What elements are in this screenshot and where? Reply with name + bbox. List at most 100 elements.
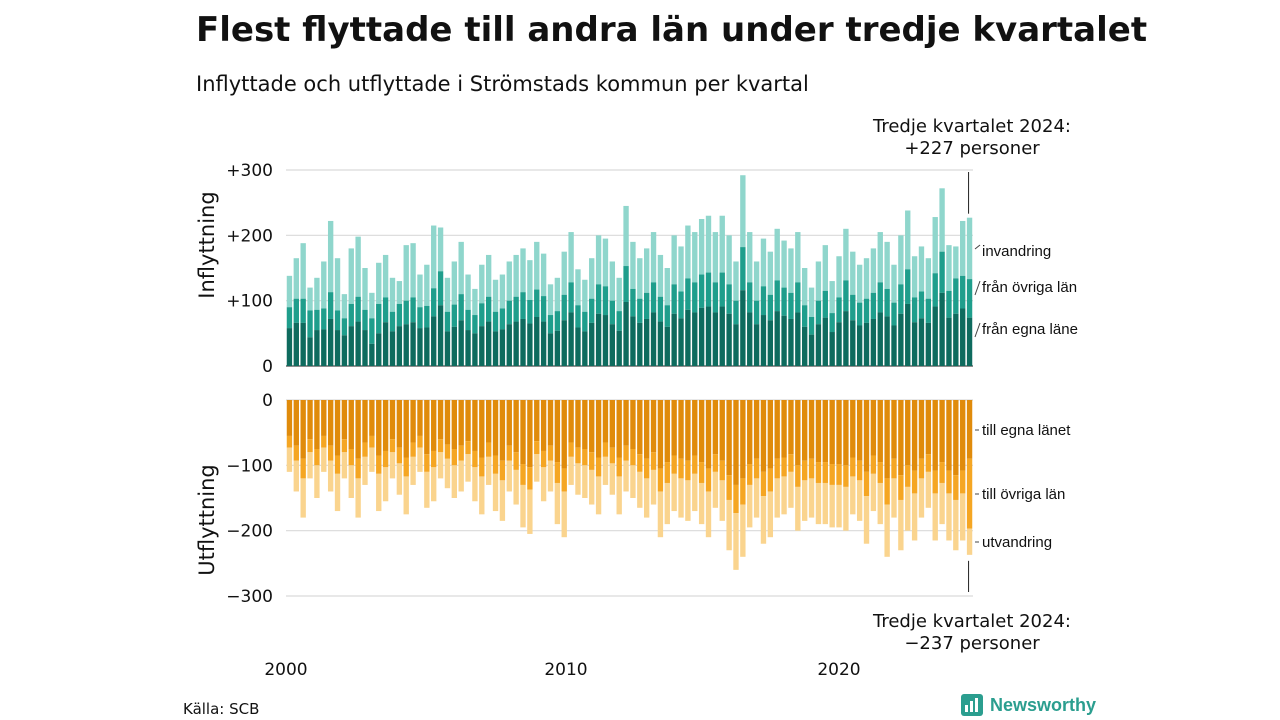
- bar-till-egna-lanet: [966, 400, 973, 459]
- bar-fran-egna-lane: [492, 331, 499, 366]
- bar-invandring: [815, 261, 822, 301]
- bar-invandring: [499, 274, 506, 309]
- bar-fran-ovriga-lan: [664, 305, 670, 327]
- bar-invandring: [966, 217, 973, 280]
- bar-till-ovriga-lan: [918, 458, 925, 479]
- bar-fran-ovriga-lan: [286, 307, 293, 329]
- bar-fran-ovriga-lan: [582, 311, 588, 332]
- bar-till-ovriga-lan: [905, 465, 911, 487]
- bar-invandring: [637, 258, 643, 299]
- bar-invandring: [485, 254, 492, 297]
- bar-till-ovriga-lan: [609, 447, 616, 464]
- bar-till-ovriga-lan: [554, 462, 561, 483]
- bar-fran-ovriga-lan: [575, 305, 581, 328]
- bar-till-egna-lanet: [307, 400, 313, 440]
- bar-utvandring: [327, 460, 334, 492]
- bar-fran-egna-lane: [815, 324, 822, 366]
- bar-till-egna-lanet: [451, 400, 457, 449]
- bar-till-egna-lanet: [437, 400, 444, 440]
- bar-invandring: [960, 220, 966, 276]
- bar-till-egna-lanet: [898, 400, 904, 476]
- bar-invandring: [547, 284, 554, 316]
- bar-fran-ovriga-lan: [376, 303, 382, 334]
- bar-utvandring: [719, 480, 725, 521]
- bar-till-ovriga-lan: [376, 455, 382, 474]
- bar-till-egna-lanet: [410, 400, 416, 443]
- bar-utvandring: [616, 476, 622, 515]
- annotation-top-line1: Tredje kvartalet 2024:: [872, 116, 1071, 137]
- bar-invandring: [939, 188, 945, 252]
- bar-till-ovriga-lan: [650, 452, 657, 470]
- bar-utvandring: [458, 460, 464, 492]
- bar-fran-ovriga-lan: [712, 282, 719, 313]
- bar-fran-ovriga-lan: [554, 311, 561, 331]
- bar-fran-egna-lane: [472, 333, 478, 366]
- bar-invandring: [932, 217, 938, 274]
- bar-till-egna-lanet: [403, 400, 409, 458]
- bar-till-egna-lanet: [547, 400, 554, 446]
- bar-invandring: [575, 269, 581, 306]
- bar-utvandring: [623, 460, 629, 492]
- bar-fran-ovriga-lan: [643, 292, 650, 319]
- bar-utvandring: [898, 499, 904, 551]
- bar-till-ovriga-lan: [664, 462, 670, 483]
- bar-till-ovriga-lan: [795, 465, 801, 487]
- bar-invandring: [431, 225, 437, 289]
- bar-fran-ovriga-lan: [774, 280, 780, 312]
- y-axis-title-utflyttning: Utflyttning: [195, 464, 219, 576]
- bar-till-ovriga-lan: [637, 454, 643, 472]
- bar-fran-ovriga-lan: [946, 290, 952, 318]
- bar-fran-ovriga-lan: [389, 311, 396, 332]
- bar-fran-ovriga-lan: [314, 309, 320, 331]
- bar-fran-ovriga-lan: [678, 291, 684, 319]
- bar-fran-egna-lane: [863, 322, 870, 366]
- bar-fran-egna-lane: [307, 337, 313, 366]
- bar-utvandring: [492, 473, 499, 512]
- bar-till-egna-lanet: [664, 400, 670, 463]
- chart-subtitle: Inflyttade och utflyttade i Strömstads k…: [196, 72, 809, 96]
- bar-fran-egna-lane: [898, 313, 904, 366]
- bar-till-egna-lanet: [918, 400, 925, 459]
- bar-till-egna-lanet: [719, 400, 725, 461]
- bar-fran-ovriga-lan: [863, 298, 870, 323]
- bar-fran-egna-lane: [712, 312, 719, 366]
- annotation-bottom-line1: Tredje kvartalet 2024:: [872, 611, 1071, 632]
- bar-invandring: [753, 261, 760, 301]
- bar-utvandring: [884, 504, 890, 557]
- bar-fran-egna-lane: [925, 322, 932, 366]
- bar-till-ovriga-lan: [403, 457, 409, 477]
- bar-utvandring: [382, 467, 389, 502]
- bar-fran-ovriga-lan: [321, 308, 327, 330]
- bar-till-ovriga-lan: [740, 478, 746, 505]
- bar-invandring: [595, 235, 602, 285]
- axis-titles: Inflyttning Utflyttning: [195, 191, 219, 575]
- bar-fran-ovriga-lan: [671, 284, 677, 314]
- bar-invandring: [781, 240, 787, 288]
- bar-invandring: [444, 277, 451, 312]
- bar-till-ovriga-lan: [513, 452, 519, 470]
- bar-invandring: [795, 232, 801, 283]
- bar-fran-ovriga-lan: [932, 273, 938, 307]
- bar-fran-ovriga-lan: [781, 287, 787, 316]
- bar-fran-egna-lane: [424, 327, 430, 366]
- bar-utvandring: [856, 480, 863, 521]
- bar-utvandring: [788, 471, 794, 508]
- bar-utvandring: [946, 493, 952, 541]
- bar-till-ovriga-lan: [479, 457, 485, 477]
- bar-till-ovriga-lan: [424, 454, 430, 472]
- bar-invandring: [850, 251, 856, 295]
- bar-till-egna-lanet: [953, 400, 959, 476]
- bar-till-egna-lanet: [692, 400, 698, 456]
- bar-fran-egna-lane: [595, 313, 602, 366]
- bar-till-egna-lanet: [568, 400, 574, 443]
- bar-invandring: [307, 287, 313, 311]
- bar-fran-ovriga-lan: [753, 300, 760, 325]
- bar-till-egna-lanet: [712, 400, 719, 455]
- bar-till-ovriga-lan: [884, 478, 890, 505]
- bar-till-egna-lanet: [369, 400, 375, 436]
- legend-leader: [974, 244, 981, 250]
- bar-fran-egna-lane: [314, 330, 320, 366]
- brand-name: Newsworthy: [990, 695, 1096, 715]
- bar-till-egna-lanet: [650, 400, 657, 453]
- bar-fran-ovriga-lan: [424, 305, 430, 328]
